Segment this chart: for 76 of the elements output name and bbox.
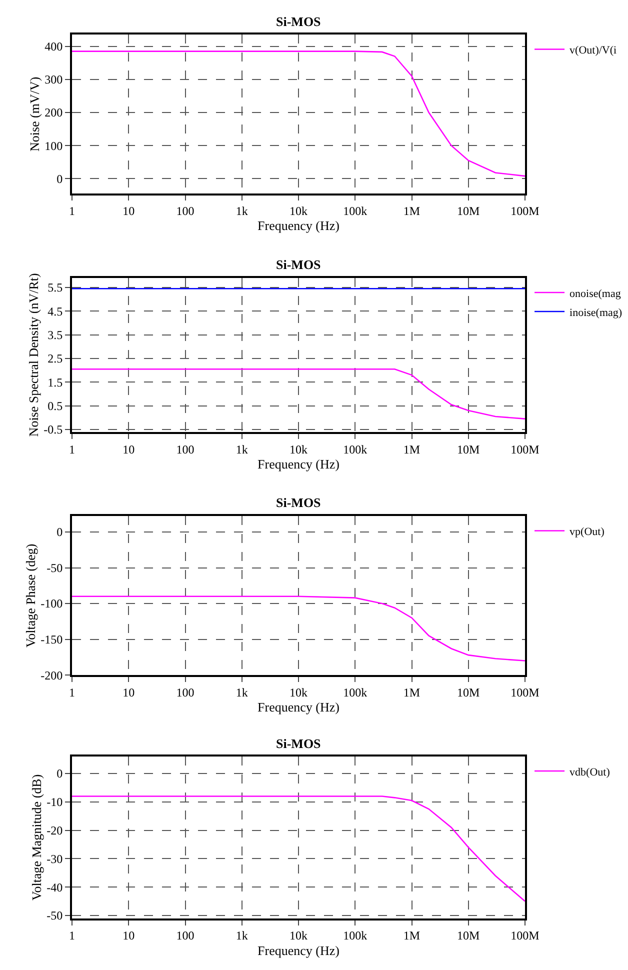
y-tick-label: -40 [46, 880, 63, 894]
x-tick-label: 1 [69, 204, 75, 218]
x-tick-label: 1 [69, 442, 75, 456]
x-tick-label: 10k [290, 928, 308, 943]
x-tick-label: 1k [236, 928, 248, 943]
x-tick-label: 1 [69, 685, 75, 700]
chart-title: Si-MOS [276, 257, 321, 272]
x-tick-label: 10 [122, 442, 135, 456]
x-tick-label: 100k [343, 442, 368, 456]
x-tick-label: 100 [176, 442, 194, 456]
y-tick-label: 0.5 [48, 399, 63, 414]
y-axis-title: Noise (mV/V) [27, 76, 42, 152]
y-tick-label: 100 [44, 138, 63, 153]
y-tick-label: -150 [40, 632, 63, 647]
y-tick-label: 0 [56, 525, 63, 540]
x-axis-title: Frequency (Hz) [258, 942, 340, 958]
legend-label: vdb(Out) [570, 766, 610, 778]
x-tick-label: 100k [343, 204, 368, 218]
y-tick-label: 400 [44, 40, 63, 54]
y-tick-label: -50 [46, 908, 63, 923]
legend-label: v(Out)/V(i [570, 44, 617, 57]
y-tick-label: 0 [56, 172, 63, 186]
y-tick-label: -30 [46, 852, 63, 866]
x-tick-label: 1k [236, 204, 248, 218]
x-tick-label: 10 [122, 204, 135, 218]
chart-title: Si-MOS [276, 736, 321, 751]
x-tick-label: 100 [176, 204, 194, 218]
y-axis-title: Noise Spectral Density (nV/Rt) [26, 273, 42, 437]
y-axis-title: Voltage Phase (deg) [23, 544, 38, 648]
x-tick-label: 100M [510, 928, 540, 943]
legend-label: inoise(mag) [570, 306, 622, 319]
x-tick-label: 100 [176, 928, 194, 943]
y-tick-label: -20 [46, 824, 63, 838]
y-tick-label: 4.5 [48, 304, 63, 318]
x-tick-label: 1M [403, 442, 420, 456]
y-tick-label: -0.5 [44, 422, 63, 437]
x-tick-label: 1 [69, 928, 75, 943]
y-tick-label: -200 [40, 668, 63, 682]
x-tick-label: 10 [122, 928, 135, 943]
x-axis-title: Frequency (Hz) [258, 700, 340, 715]
legend-label: onoise(mag [570, 288, 622, 300]
y-tick-label: 5.5 [48, 280, 63, 295]
legend-label: vp(Out) [570, 526, 605, 538]
y-axis-title: Voltage Magnitude (dB) [29, 774, 44, 900]
x-tick-label: 1M [403, 928, 420, 943]
y-tick-label: 200 [44, 106, 63, 120]
x-tick-label: 1k [236, 442, 248, 456]
x-tick-label: 10M [457, 685, 480, 700]
y-tick-label: 300 [44, 72, 63, 87]
chart-title: Si-MOS [276, 495, 321, 510]
x-tick-label: 1M [403, 685, 420, 700]
y-tick-label: 1.5 [48, 375, 63, 390]
y-tick-label: 3.5 [48, 328, 63, 342]
y-tick-label: -50 [46, 560, 63, 575]
y-tick-label: 2.5 [48, 352, 63, 366]
x-axis-title: Frequency (Hz) [258, 218, 340, 234]
x-tick-label: 10M [457, 442, 480, 456]
x-tick-label: 100k [343, 685, 368, 700]
x-tick-label: 10M [457, 928, 480, 943]
chart-title: Si-MOS [276, 14, 321, 29]
x-tick-label: 10k [290, 204, 308, 218]
x-tick-label: 100M [510, 685, 540, 700]
x-axis-title: Frequency (Hz) [258, 456, 340, 472]
x-tick-label: 1M [403, 204, 420, 218]
x-tick-label: 10k [290, 685, 308, 700]
x-tick-label: 10k [290, 442, 308, 456]
y-tick-label: 0 [56, 766, 63, 781]
y-tick-label: -10 [46, 795, 63, 810]
x-tick-label: 100k [343, 928, 368, 943]
x-tick-label: 100M [510, 204, 540, 218]
x-tick-label: 1k [236, 685, 248, 700]
x-tick-label: 100M [510, 442, 540, 456]
x-tick-label: 10M [457, 204, 480, 218]
y-tick-label: -100 [40, 596, 63, 611]
x-tick-label: 100 [176, 685, 194, 700]
x-tick-label: 10 [122, 685, 135, 700]
